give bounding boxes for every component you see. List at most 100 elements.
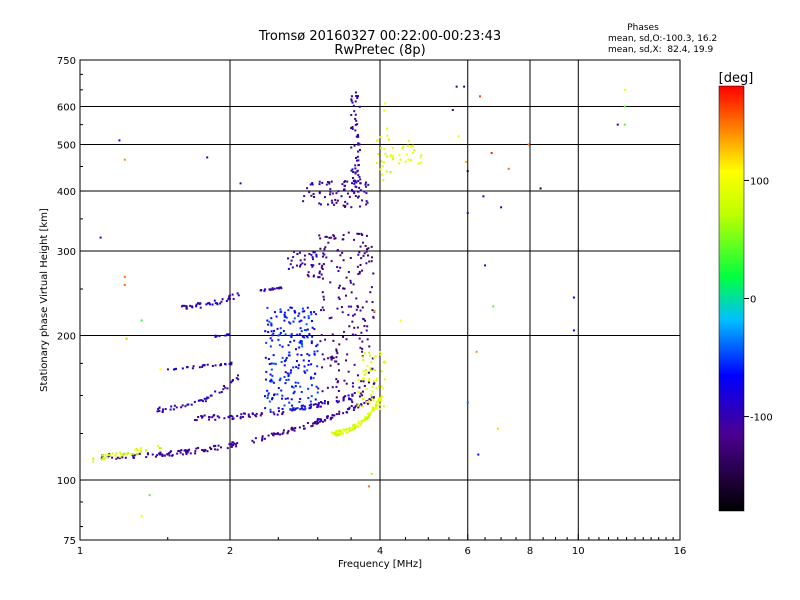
data-point xyxy=(186,449,189,452)
data-point xyxy=(288,351,291,354)
data-point xyxy=(207,396,210,399)
data-point xyxy=(284,382,287,385)
data-point xyxy=(303,370,306,373)
data-point xyxy=(213,444,216,447)
data-point xyxy=(310,395,313,398)
data-point xyxy=(360,403,363,406)
data-point xyxy=(314,420,317,423)
data-point xyxy=(197,302,200,305)
data-point xyxy=(166,453,169,456)
data-point xyxy=(313,196,316,199)
data-point xyxy=(284,371,287,374)
data-point xyxy=(214,334,217,337)
data-point xyxy=(308,252,311,255)
data-point xyxy=(293,390,296,393)
data-point xyxy=(354,167,357,170)
data-point xyxy=(328,317,331,320)
data-point xyxy=(272,362,275,365)
data-point xyxy=(310,342,313,345)
data-point xyxy=(354,91,357,94)
data-point xyxy=(322,309,325,312)
data-point xyxy=(293,317,296,320)
data-point xyxy=(330,316,333,319)
x-axis-ticks: 1 2 4 6 8 10 16 xyxy=(77,534,686,557)
data-point xyxy=(338,343,341,346)
data-point xyxy=(318,180,321,183)
data-point xyxy=(206,396,209,399)
data-point xyxy=(227,416,230,419)
data-point xyxy=(266,389,269,392)
data-point xyxy=(283,360,286,363)
data-point xyxy=(303,329,306,332)
data-point xyxy=(290,332,293,335)
data-point xyxy=(292,407,295,410)
data-point xyxy=(366,400,369,403)
data-point xyxy=(358,395,361,398)
data-point xyxy=(339,431,342,434)
data-point xyxy=(352,409,355,412)
data-point xyxy=(158,406,161,409)
data-point xyxy=(169,408,172,411)
data-point xyxy=(247,413,250,416)
data-point xyxy=(623,123,626,126)
data-point xyxy=(355,297,358,300)
data-point xyxy=(231,379,234,382)
data-point xyxy=(295,264,298,267)
data-point xyxy=(372,272,375,275)
data-point xyxy=(290,306,293,309)
data-point xyxy=(306,336,309,339)
data-point xyxy=(355,308,358,311)
data-point xyxy=(279,327,282,330)
data-point xyxy=(341,251,344,254)
data-point xyxy=(206,302,209,305)
data-point xyxy=(288,373,291,376)
data-point xyxy=(297,367,300,370)
data-point xyxy=(356,96,359,99)
data-point xyxy=(310,194,313,197)
data-point xyxy=(399,319,402,322)
data-point xyxy=(106,453,109,456)
data-point xyxy=(337,380,340,383)
data-point xyxy=(292,386,295,389)
data-point xyxy=(303,365,306,368)
data-point xyxy=(188,448,191,451)
data-point xyxy=(359,189,362,192)
data-point xyxy=(339,429,342,432)
data-point xyxy=(170,450,173,453)
y-tick-label: 750 xyxy=(57,56,76,67)
data-point xyxy=(404,160,407,163)
data-point xyxy=(289,334,292,337)
data-point xyxy=(343,205,346,208)
data-point xyxy=(280,287,283,290)
data-point xyxy=(376,401,379,404)
data-point xyxy=(358,148,361,151)
data-point xyxy=(316,350,319,353)
data-point xyxy=(316,391,319,394)
data-point xyxy=(350,399,353,402)
data-point xyxy=(306,422,309,425)
data-point xyxy=(315,385,318,388)
data-point xyxy=(377,153,380,156)
data-point xyxy=(354,424,357,427)
data-point xyxy=(352,283,355,286)
data-point xyxy=(183,449,186,452)
data-point xyxy=(345,294,348,297)
data-point xyxy=(384,361,387,364)
data-point xyxy=(293,429,296,432)
data-point xyxy=(572,296,575,299)
data-point xyxy=(181,367,184,370)
data-point xyxy=(299,341,302,344)
data-point xyxy=(384,152,387,155)
data-point xyxy=(312,422,315,425)
data-point xyxy=(303,336,306,339)
data-point xyxy=(263,437,266,440)
y-tick-label: 600 xyxy=(57,103,76,114)
data-point xyxy=(359,424,362,427)
data-point xyxy=(293,309,296,312)
data-point xyxy=(297,364,300,367)
data-point xyxy=(312,264,315,267)
data-point xyxy=(357,306,360,309)
data-point xyxy=(230,445,233,448)
data-point xyxy=(310,376,313,379)
data-point xyxy=(172,408,175,411)
